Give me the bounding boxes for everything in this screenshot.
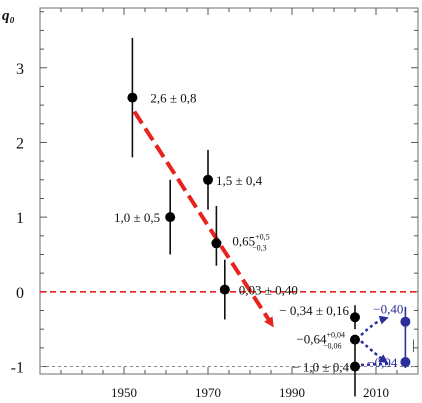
- x-tick-label: 1970: [195, 385, 221, 400]
- y-tick-label: 1: [16, 210, 24, 227]
- secondary-arrow: [360, 340, 389, 364]
- data-point: [211, 238, 222, 249]
- x-tick-label: 2010: [363, 385, 389, 400]
- data-label: 0,65+0,5 −0,3: [232, 232, 269, 252]
- data-point: [165, 212, 176, 223]
- data-label: − 1,0 ± 0,4: [292, 360, 349, 375]
- y-tick-label: 2: [16, 135, 24, 152]
- x-tick-label: 1990: [279, 385, 305, 400]
- y-tick-label: 3: [16, 61, 24, 78]
- data-label: 1,5 ± 0,4: [216, 173, 263, 188]
- y-axis-label: q₀: [2, 8, 15, 24]
- data-label: −0,64+0,04 −0,06: [296, 331, 345, 351]
- x-tick-label: 1950: [111, 385, 137, 400]
- trend-arrow: [132, 110, 274, 328]
- secondary-point: [400, 316, 411, 327]
- data-point: [350, 361, 360, 372]
- secondary-arrow: [360, 315, 389, 337]
- data-point: [219, 284, 230, 295]
- secondary-label: −0,94: [367, 355, 398, 370]
- data-label: − 0,34 ± 0,16: [279, 303, 349, 318]
- plot-frame: [39, 7, 419, 375]
- secondary-point: [400, 357, 411, 368]
- edge-glyph: |: [412, 338, 415, 353]
- y-tick-label: -1: [11, 360, 24, 377]
- data-point: [203, 174, 213, 185]
- secondary-label: −0,40: [373, 302, 403, 317]
- secondary-arrow: [360, 362, 391, 367]
- y-tick-label: 0: [16, 285, 24, 302]
- data-label: 2,6 ± 0,8: [150, 91, 196, 106]
- data-point: [350, 312, 360, 323]
- data-point: [127, 92, 138, 103]
- data-label: 0,03 ± 0,40: [239, 283, 298, 298]
- data-label: 1,0 ± 0,5: [114, 210, 160, 225]
